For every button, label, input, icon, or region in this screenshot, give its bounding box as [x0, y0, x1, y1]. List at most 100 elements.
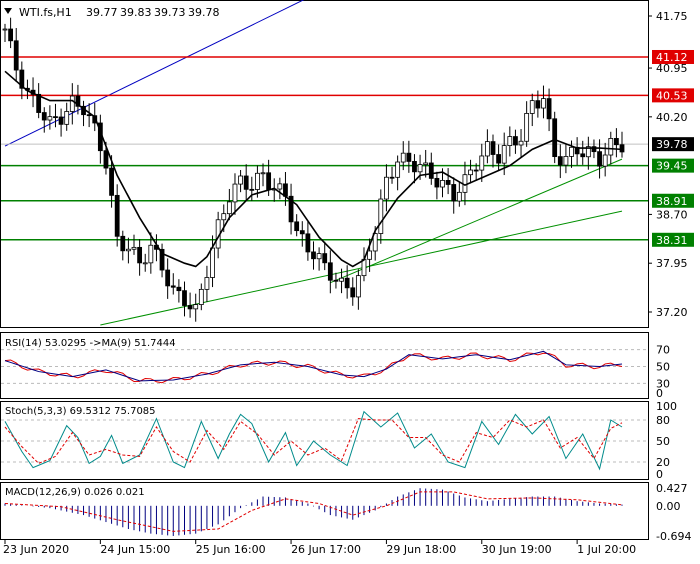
candle-body [608, 138, 614, 156]
candle-body [602, 154, 608, 167]
candle-body [311, 251, 316, 260]
rsi-title: RSI(14) 53.0295 ->MA(9) 51.7444 [5, 338, 176, 349]
candle-body [8, 28, 14, 42]
candle-body [316, 253, 322, 260]
candle-body [484, 141, 490, 157]
candle-body [395, 161, 401, 178]
candle-body [221, 213, 227, 221]
candle-body [327, 262, 333, 281]
candle-body [613, 138, 619, 146]
candle-body [103, 150, 109, 169]
candle-body [355, 275, 361, 298]
candle-body [541, 98, 546, 109]
candle-body [361, 258, 367, 277]
candle-body [507, 136, 513, 146]
candle-body [552, 118, 558, 158]
stoch-tick-label: 0 [656, 468, 663, 481]
candle-body [126, 248, 131, 252]
candle-body [36, 93, 42, 113]
moving-average-line [4, 70, 623, 268]
candle-body [193, 304, 199, 310]
candle-body [378, 198, 384, 234]
level-label-40.53: 40.53 [656, 89, 688, 102]
candle-body [165, 269, 171, 287]
price-tick-label: 38.70 [656, 208, 688, 221]
candle-body [75, 95, 81, 107]
level-label-41.12: 41.12 [656, 51, 688, 64]
candle-body [142, 262, 148, 265]
price-tick-label: 40.95 [656, 62, 688, 75]
candle-body [176, 286, 182, 292]
candle-body [58, 116, 64, 125]
stoch-k-line [4, 410, 623, 471]
level-tag-41.12 [652, 49, 694, 64]
candle-body [451, 184, 457, 202]
candle-body [496, 154, 502, 164]
price-tick-label: 41.75 [656, 10, 688, 23]
level-tag-39.45 [652, 158, 694, 173]
candle-body [137, 246, 143, 264]
stoch-plot-layer [1, 410, 648, 471]
level-label-38.91: 38.91 [656, 195, 688, 208]
candle-body [86, 114, 92, 117]
axis-labels-layer: 41.12 40.53 39.45 38.91 38.31 39.78 41.75 40.95… [3, 10, 694, 556]
candle-body [198, 288, 204, 305]
candle-body [114, 194, 120, 237]
macd-tick-label: 0.427 [656, 482, 688, 495]
candle-body [569, 146, 574, 157]
rsi-tick-label: 70 [656, 344, 670, 357]
candle-body [445, 179, 451, 185]
candle-body [322, 253, 328, 264]
macd-title: MACD(12,26,9) 0.026 0.021 [5, 487, 145, 498]
candle-body [585, 146, 591, 158]
candle-body [249, 188, 255, 191]
candle-body [294, 221, 300, 232]
candle-body [389, 176, 395, 179]
candle-body [283, 183, 288, 197]
price-tick-label: 37.95 [656, 257, 688, 270]
candle-body [473, 169, 479, 172]
candle-body [400, 152, 406, 163]
candle-body [170, 285, 176, 288]
candle-body [260, 172, 266, 175]
rsi-tick-label: 30 [656, 377, 670, 390]
candle-body [333, 279, 339, 282]
time-tick-label: 29 Jun 18:00 [386, 543, 456, 556]
collapse-triangle-icon[interactable] [4, 8, 12, 14]
candle-body [339, 277, 344, 282]
candle-body [513, 136, 518, 146]
candle-body [131, 246, 137, 250]
macd-tick-label: -0.694 [656, 530, 691, 543]
candle-body [210, 247, 215, 278]
candle-body [423, 162, 429, 165]
candle-body [64, 111, 70, 125]
stoch-tick-label: 20 [656, 456, 670, 469]
support-trendline-lower [100, 210, 623, 326]
level-tag-40.53 [652, 88, 694, 103]
candle-body [19, 69, 25, 89]
candle-body [367, 250, 372, 260]
candle-body [243, 175, 249, 190]
candle-body [53, 116, 58, 119]
candle-body [597, 151, 602, 167]
candle-body [120, 235, 126, 252]
candle-body [41, 112, 47, 121]
candle-body [412, 161, 417, 173]
time-tick-label: 24 Jun 15:00 [100, 543, 170, 556]
candle-body [440, 179, 445, 188]
candle-body [406, 152, 412, 162]
candle-body [305, 233, 311, 253]
candle-body [529, 100, 535, 114]
candle-body [232, 183, 238, 203]
candle-body [255, 172, 260, 190]
time-tick-label: 25 Jun 16:00 [196, 543, 266, 556]
candle-body [501, 145, 507, 164]
time-tick-label: 23 Jun 2020 [3, 543, 69, 556]
macd-plot-layer [4, 488, 623, 536]
level-label-39.45: 39.45 [656, 160, 688, 173]
candle-body [47, 116, 53, 121]
ohlc-high: 39.83 [120, 6, 152, 19]
stoch-d-line [4, 418, 623, 464]
